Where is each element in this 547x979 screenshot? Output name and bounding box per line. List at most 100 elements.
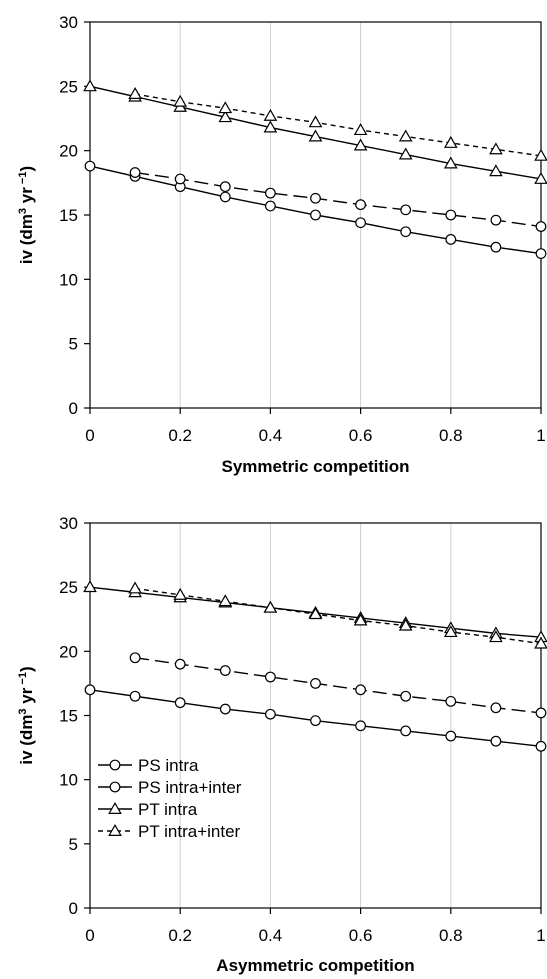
data-point — [355, 199, 367, 211]
data-point — [310, 209, 321, 221]
y-axis-title-part: iv (dm — [17, 214, 36, 264]
x-tick-label-4: 0.8 — [439, 926, 463, 945]
legend-label-0: PS intra — [138, 756, 199, 775]
data-point — [263, 108, 278, 121]
data-point — [174, 173, 186, 185]
data-point — [398, 129, 413, 142]
data-point — [535, 248, 547, 260]
y-tick-label-2: 10 — [59, 270, 78, 289]
y-axis-title: iv (dm3 yr −1) — [17, 666, 36, 764]
series-ps-intra-inter — [129, 652, 547, 719]
data-point — [443, 625, 458, 638]
data-point — [83, 79, 97, 92]
series-line — [135, 657, 542, 714]
x-tick-label-4: 0.8 — [439, 426, 463, 445]
data-point — [173, 94, 188, 107]
data-point — [218, 101, 233, 114]
data-point — [219, 665, 231, 676]
data-point — [219, 703, 231, 715]
data-point — [489, 630, 503, 643]
data-point — [353, 613, 368, 626]
x-tick-label-1: 0.2 — [168, 426, 192, 445]
data-point — [355, 684, 367, 696]
x-tick-label-3: 0.6 — [349, 926, 373, 945]
data-point — [265, 187, 276, 199]
y-axis-title-part: −1 — [17, 172, 29, 188]
data-point — [445, 695, 457, 707]
data-point — [490, 702, 502, 714]
data-point — [400, 725, 412, 737]
series-pt-intra-inter — [128, 87, 547, 161]
x-axis-title: Asymmetric competition — [216, 956, 414, 975]
y-axis-title: iv (dm3 yr −1) — [17, 166, 36, 264]
y-tick-label-0: 0 — [69, 399, 78, 418]
data-point — [219, 191, 231, 203]
data-point — [263, 600, 278, 613]
y-tick-label-4: 20 — [59, 142, 78, 161]
x-tick-label-5: 1 — [536, 926, 545, 945]
data-point — [174, 658, 186, 670]
series-ps-intra-inter — [129, 167, 547, 232]
x-tick-label-0: 0 — [85, 926, 94, 945]
data-point — [400, 204, 412, 216]
y-axis-title-part: ) — [17, 666, 36, 672]
y-tick-label-5: 25 — [59, 77, 78, 96]
series-pt-intra-inter — [128, 581, 547, 649]
data-point — [263, 120, 278, 133]
data-point — [534, 148, 547, 161]
legend-marker-2 — [108, 801, 122, 814]
y-tick-label-0: 0 — [69, 899, 78, 918]
x-tick-label-2: 0.4 — [259, 426, 283, 445]
y-tick-label-4: 20 — [59, 642, 78, 661]
y-tick-label-5: 25 — [59, 578, 78, 597]
y-tick-label-3: 15 — [59, 206, 78, 225]
x-axis-title: Symmetric competition — [222, 457, 410, 476]
data-point — [490, 214, 502, 226]
y-axis-title-part: yr — [17, 187, 36, 208]
data-point — [490, 735, 502, 747]
data-point — [353, 138, 368, 151]
x-tick-label-1: 0.2 — [168, 926, 192, 945]
series-line — [135, 171, 542, 228]
data-point — [445, 730, 457, 742]
y-tick-label-1: 5 — [69, 835, 78, 854]
legend-label-3: PT intra+inter — [138, 822, 241, 841]
data-point — [265, 200, 276, 212]
data-point — [310, 678, 321, 689]
data-point — [308, 607, 323, 620]
data-point — [308, 129, 323, 142]
x-tick-label-5: 1 — [536, 426, 545, 445]
legend-marker-0 — [109, 759, 121, 771]
data-point — [128, 87, 142, 100]
data-point — [308, 115, 323, 128]
data-point — [489, 164, 503, 177]
data-point — [400, 226, 412, 238]
data-point — [129, 690, 141, 702]
data-point — [534, 636, 547, 649]
data-point — [129, 167, 141, 178]
y-tick-label-2: 10 — [59, 771, 78, 790]
data-point — [265, 708, 276, 720]
data-point — [355, 217, 367, 229]
data-point — [445, 209, 457, 221]
legend-marker-1 — [109, 781, 121, 793]
series-ps-intra — [84, 684, 547, 752]
y-tick-label-1: 5 — [69, 335, 78, 354]
y-tick-label-6: 30 — [59, 514, 78, 533]
y-axis-title-part: −1 — [17, 672, 29, 688]
data-point — [353, 123, 368, 136]
data-point — [84, 684, 96, 696]
y-axis-title-part: 3 — [17, 208, 29, 214]
data-point — [173, 587, 188, 600]
data-point — [310, 192, 321, 204]
data-point — [83, 580, 97, 593]
data-point — [400, 690, 412, 702]
data-point — [84, 160, 96, 172]
data-point — [398, 147, 413, 160]
x-tick-label-0: 0 — [85, 426, 94, 445]
legend-label-2: PT intra — [138, 800, 198, 819]
data-point — [445, 234, 457, 245]
